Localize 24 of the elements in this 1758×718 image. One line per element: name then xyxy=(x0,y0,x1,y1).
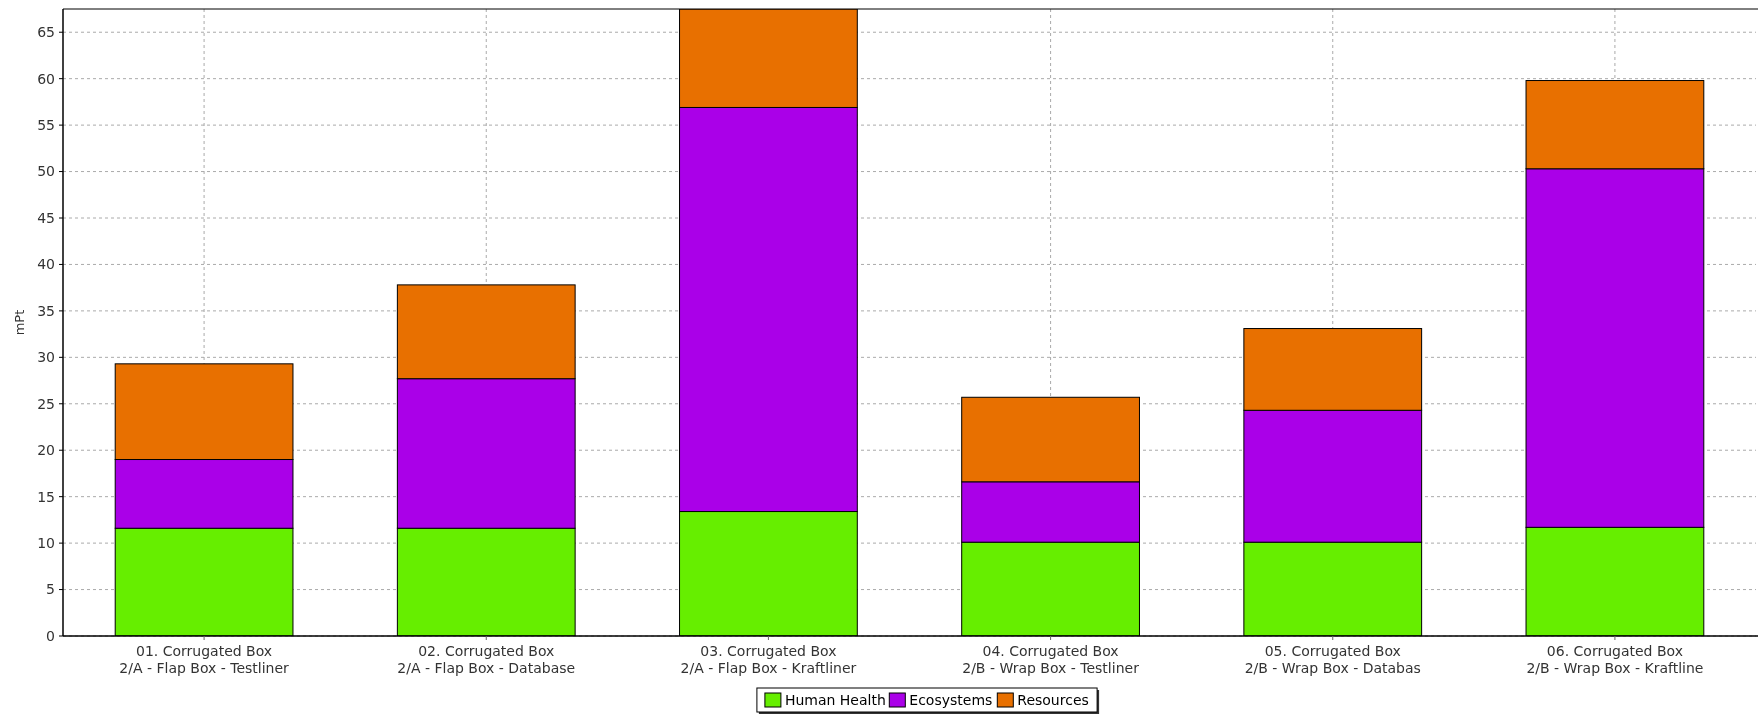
y-tick-label: 45 xyxy=(37,209,55,226)
x-tick-label: 01. Corrugated Box 2/A - Flap Box - Testliner xyxy=(119,643,290,676)
y-tick-label: 60 xyxy=(37,70,55,87)
y-axis-title: mPt xyxy=(12,309,27,336)
y-tick-label: 10 xyxy=(37,535,55,552)
x-tick-label: 04. Corrugated Box 2/B - Wrap Box - Testliner xyxy=(962,643,1140,676)
y-tick-label: 40 xyxy=(37,256,55,273)
y-tick-label: 65 xyxy=(37,24,55,41)
x-tick-label: 02. Corrugated Box 2/A - Flap Box - Database xyxy=(397,643,576,676)
y-tick-label: 50 xyxy=(37,163,55,180)
legend-label: Human Health xyxy=(784,691,886,708)
y-tick-label: 55 xyxy=(37,117,55,134)
y-tick-label: 5 xyxy=(46,581,55,598)
x-tick-label: 05. Corrugated Box 2/B - Wrap Box - Databas xyxy=(1244,643,1421,676)
x-tick-label: 06. Corrugated Box 2/B - Wrap Box - Kraftline xyxy=(1526,643,1704,676)
y-tick-label: 25 xyxy=(37,395,55,412)
x-tick-label: 03. Corrugated Box 2/A - Flap Box - Kraftliner xyxy=(680,643,857,676)
y-tick-label: 30 xyxy=(37,349,55,366)
legend-label: Ecosystems xyxy=(909,691,993,708)
y-tick-label: 20 xyxy=(37,442,55,459)
y-tick-label: 0 xyxy=(46,627,55,644)
legend-label: Resources xyxy=(1017,691,1089,708)
y-tick-label: 15 xyxy=(37,488,55,505)
y-tick-label: 35 xyxy=(37,302,55,319)
